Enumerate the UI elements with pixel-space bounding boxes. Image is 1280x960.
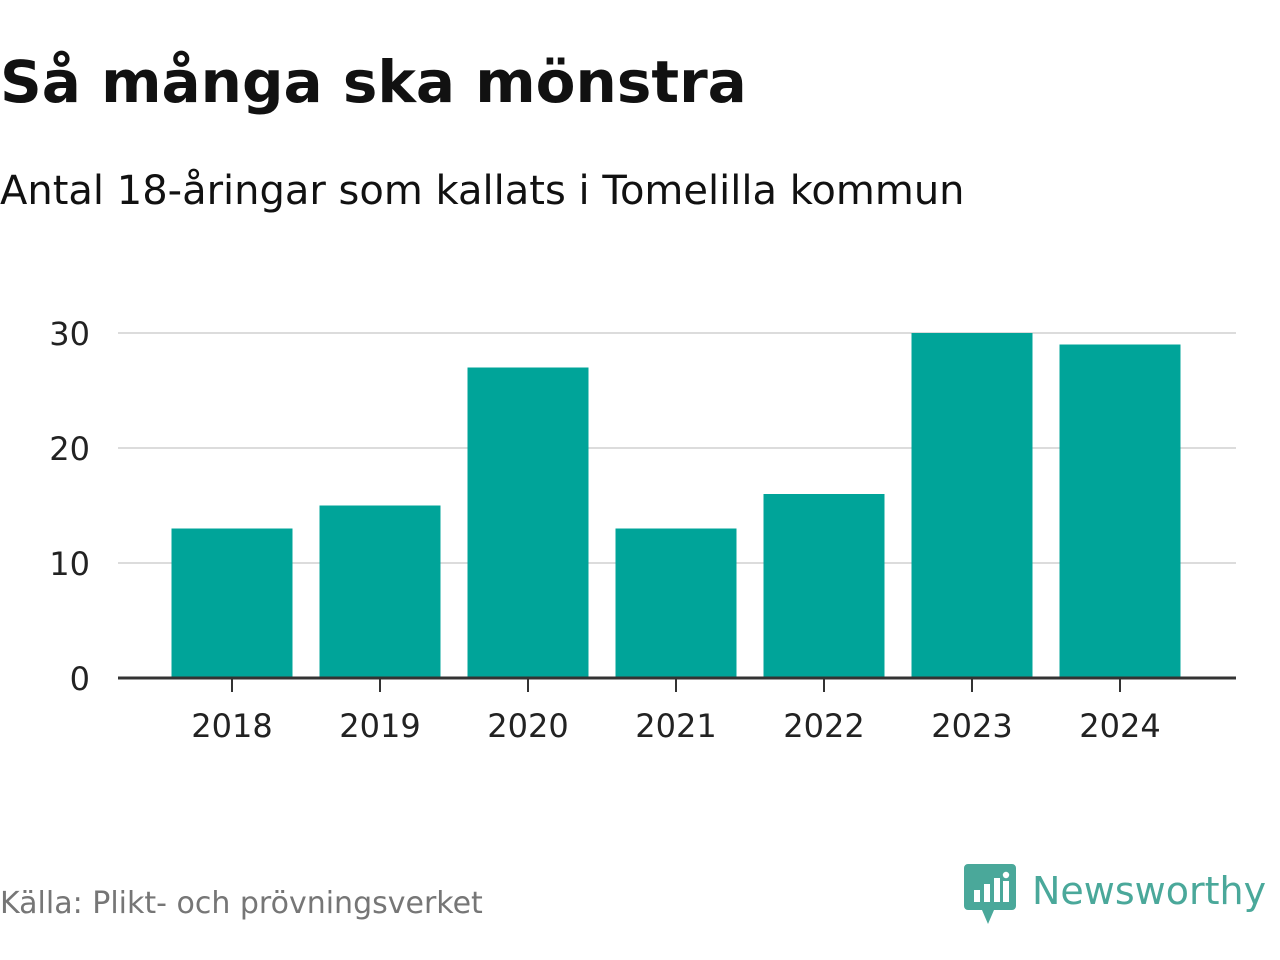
brand-name: Newsworthy (1032, 869, 1267, 913)
x-tick-label: 2018 (191, 707, 272, 745)
x-tick-label: 2024 (1079, 707, 1160, 745)
bar-chart-speech-bubble-icon (964, 864, 1016, 924)
bars (171, 333, 1181, 678)
bar (319, 505, 441, 678)
y-tick-label: 30 (49, 315, 90, 353)
x-tick-label: 2022 (783, 707, 864, 745)
x-tick-label: 2021 (635, 707, 716, 745)
x-tick-label: 2023 (931, 707, 1012, 745)
chart-title: Så många ska mönstra (0, 48, 747, 116)
y-tick-label: 10 (49, 545, 90, 583)
chart-subtitle: Antal 18-åringar som kallats i Tomelilla… (0, 168, 965, 214)
x-axis-ticks: 2018 2019 2020 2021 2022 2023 2024 (191, 678, 1161, 745)
x-tick-label: 2020 (487, 707, 568, 745)
bar (1059, 344, 1181, 678)
bar (615, 528, 737, 678)
bar (911, 333, 1033, 678)
source-note: Källa: Plikt- och prövningsverket (0, 886, 483, 921)
x-tick-label: 2019 (339, 707, 420, 745)
y-tick-label: 0 (70, 660, 90, 698)
y-tick-label: 20 (49, 430, 90, 468)
bar-chart: 0 10 20 30 2018 2019 2020 2021 2022 2023 2024 (49, 315, 1236, 745)
y-axis-ticks: 0 10 20 30 (49, 315, 90, 698)
bar (467, 367, 589, 678)
bar (171, 528, 293, 678)
bar (763, 494, 885, 678)
brand-logo: Newsworthy (964, 864, 1266, 924)
